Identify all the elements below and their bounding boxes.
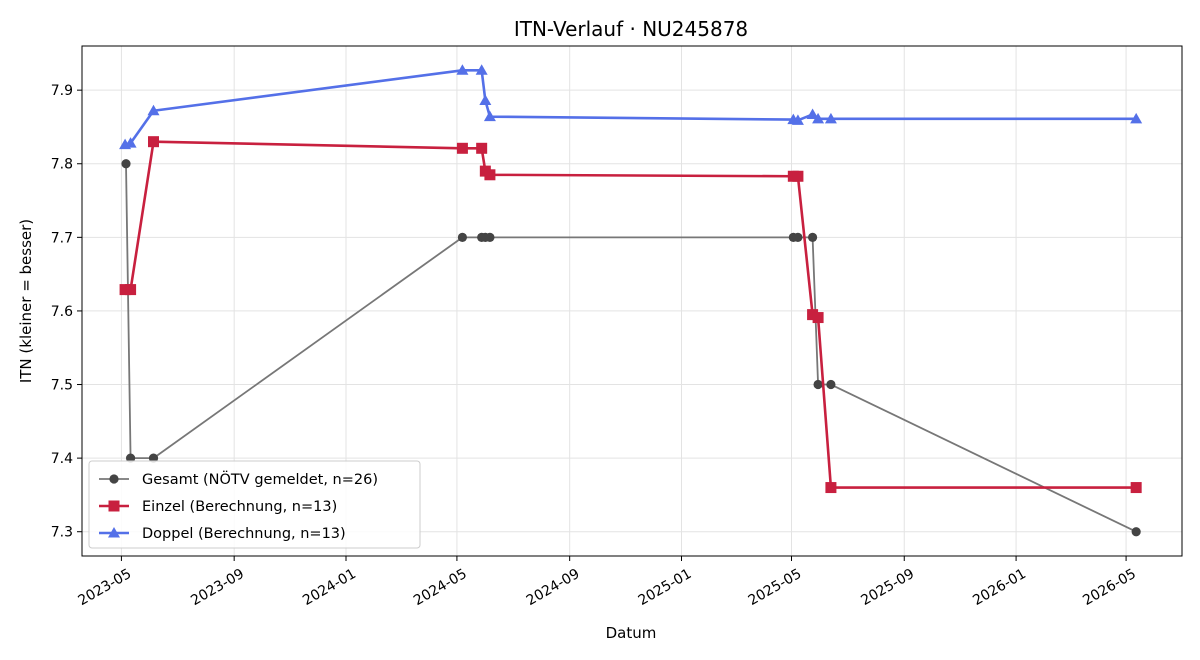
y-tick-label: 7.5 <box>51 378 73 394</box>
data-point-gesamt <box>148 453 159 463</box>
data-point-einzel <box>812 312 824 324</box>
data-point-doppel <box>147 104 160 116</box>
plot-frame <box>81 45 1183 557</box>
y-tick-label: 7.9 <box>51 83 73 99</box>
legend-label-einzel: Einzel (Berechnung, n=13) <box>142 499 337 515</box>
data-point-einzel <box>792 170 804 182</box>
data-point-doppel <box>824 112 837 124</box>
data-point-gesamt <box>125 453 136 463</box>
x-axis-title: Datum <box>606 624 657 642</box>
data-point-gesamt <box>793 232 803 242</box>
data-point-gesamt <box>807 232 818 242</box>
data-point-einzel <box>1130 482 1142 494</box>
legend-marker-einzel <box>108 500 120 512</box>
series-gesamt <box>121 159 1141 537</box>
data-point-doppel <box>483 110 496 122</box>
legend-entry-gesamt: Gesamt (NÖTV gemeldet, n=26) <box>99 470 378 488</box>
y-tick-label: 7.4 <box>51 451 73 467</box>
legend-label-gesamt: Gesamt (NÖTV gemeldet, n=26) <box>142 470 378 488</box>
legend-marker-gesamt <box>109 474 119 484</box>
data-point-doppel <box>1130 112 1143 124</box>
legend: Gesamt (NÖTV gemeldet, n=26) Einzel (Bere… <box>88 460 421 549</box>
series-layer <box>119 64 1143 537</box>
data-point-einzel <box>484 169 496 181</box>
data-point-einzel <box>825 482 837 494</box>
y-tick-label: 7.7 <box>51 230 73 246</box>
y-tick-label: 7.8 <box>51 157 73 173</box>
legend-label-doppel: Doppel (Berechnung, n=13) <box>142 526 346 542</box>
data-point-doppel <box>812 112 825 124</box>
data-point-gesamt <box>813 379 823 390</box>
data-point-doppel <box>791 114 804 125</box>
data-point-einzel <box>456 142 468 154</box>
data-point-doppel <box>475 64 488 75</box>
data-point-doppel <box>456 64 469 75</box>
legend-entry-einzel: Einzel (Berechnung, n=13) <box>99 499 337 515</box>
legend-marker-doppel <box>108 527 120 538</box>
data-point-einzel <box>148 136 159 148</box>
data-point-doppel <box>124 137 137 148</box>
data-point-gesamt <box>457 232 468 242</box>
y-tick-label: 7.6 <box>51 304 73 320</box>
data-point-einzel <box>476 142 488 154</box>
series-doppel <box>119 64 1143 150</box>
data-point-einzel <box>125 284 137 296</box>
data-point-gesamt <box>1131 527 1141 537</box>
y-axis-title: ITN (kleiner = besser) <box>17 219 35 383</box>
data-point-gesamt <box>121 159 131 169</box>
data-point-doppel <box>479 94 492 105</box>
data-point-gesamt <box>485 232 495 242</box>
legend-box <box>88 460 421 549</box>
data-point-gesamt <box>826 379 836 390</box>
legend-entry-doppel: Doppel (Berechnung, n=13) <box>99 526 346 542</box>
data-point-doppel <box>806 108 819 119</box>
chart-title: ITN-Verlauf · NU245878 <box>514 17 748 41</box>
y-tick-label: 7.3 <box>51 525 73 541</box>
series-einzel <box>119 136 1142 494</box>
